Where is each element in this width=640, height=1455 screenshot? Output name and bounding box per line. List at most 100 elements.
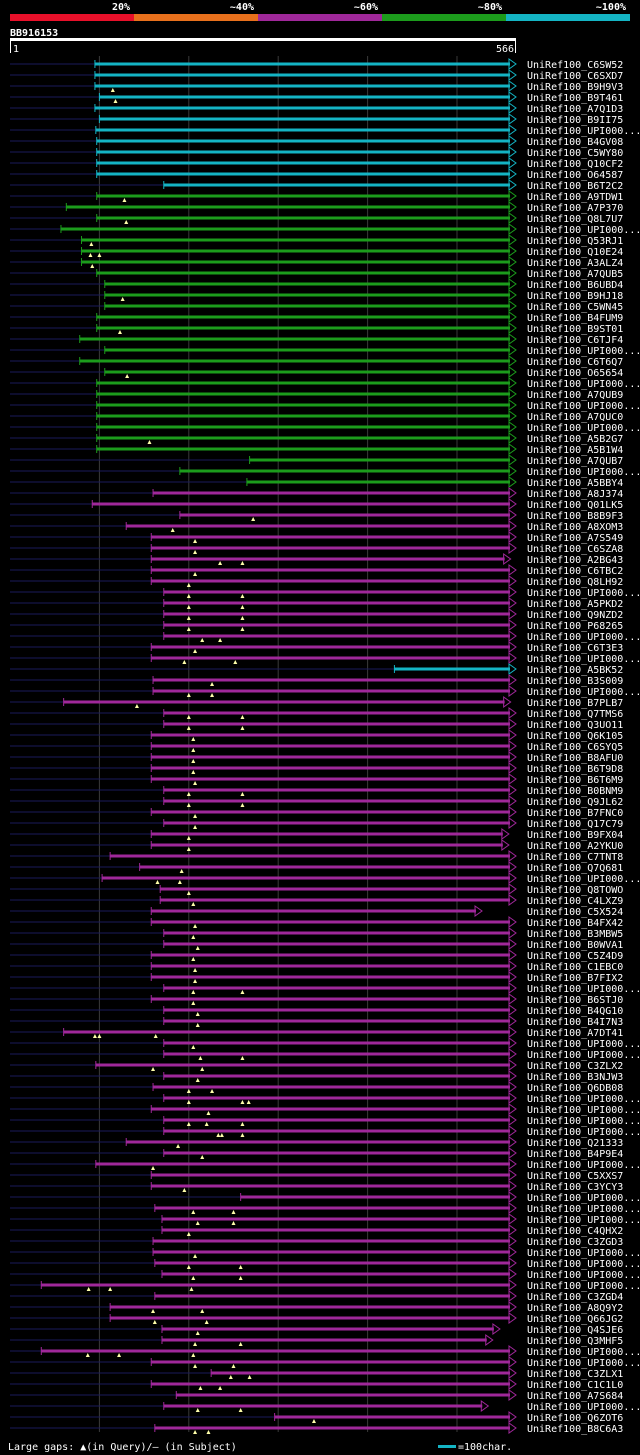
hit-row[interactable]: UniRef100_C1C1L0 (10, 1378, 623, 1391)
hit-row[interactable]: UniRef100_UPI000... (10, 1114, 640, 1127)
hit-row[interactable]: UniRef100_B6T6M9 (10, 773, 623, 786)
hit-label[interactable]: UniRef100_B9ST01 (527, 324, 623, 335)
hit-row[interactable]: UniRef100_A8XOM3 (10, 520, 623, 533)
hit-label[interactable]: UniRef100_UPI000... (527, 1270, 640, 1281)
hit-row[interactable]: UniRef100_B7FIX2 (10, 971, 623, 984)
hit-label[interactable]: UniRef100_A3ALZ4 (527, 258, 623, 269)
hit-label[interactable]: UniRef100_Q10CF2 (527, 159, 623, 170)
hit-row[interactable]: UniRef100_C3ZGD3 (10, 1235, 623, 1248)
hit-label[interactable]: UniRef100_B6T2C2 (527, 181, 623, 192)
hit-row[interactable]: UniRef100_B4P9E4 (10, 1147, 623, 1160)
hit-label[interactable]: UniRef100_Q01LK5 (527, 500, 623, 511)
hit-label[interactable]: UniRef100_B3NJW3 (527, 1072, 623, 1083)
hit-label[interactable]: UniRef100_UPI000... (527, 467, 640, 478)
hit-label[interactable]: UniRef100_C6SW52 (527, 60, 623, 71)
hit-row[interactable]: UniRef100_Q6DB08 (10, 1081, 623, 1094)
hit-label[interactable]: UniRef100_C5XXS7 (527, 1171, 623, 1182)
hit-row[interactable]: UniRef100_Q8L7U7 (10, 212, 623, 225)
hit-row[interactable]: UniRef100_A5PKD2 (10, 597, 623, 610)
hit-row[interactable]: UniRef100_Q9NZD2 (10, 608, 623, 621)
hit-row[interactable]: UniRef100_C6T3E3 (10, 641, 623, 654)
hit-row[interactable]: UniRef100_B9ST01 (10, 322, 623, 335)
hit-row[interactable]: UniRef100_UPI000... (10, 1125, 640, 1138)
hit-label[interactable]: UniRef100_UPI000... (527, 632, 640, 643)
hit-row[interactable]: UniRef100_UPI000... (10, 630, 640, 643)
hit-row[interactable]: UniRef100_UPI000... (10, 1191, 640, 1204)
hit-row[interactable]: UniRef100_B6T9D8 (10, 762, 623, 775)
hit-label[interactable]: UniRef100_UPI000... (527, 1248, 640, 1259)
hit-row[interactable]: UniRef100_B7FNC0 (10, 806, 623, 819)
hit-row[interactable]: UniRef100_A2YKU0 (10, 839, 623, 852)
hit-label[interactable]: UniRef100_B6T6M9 (527, 775, 623, 786)
hit-row[interactable]: UniRef100_C6SXD7 (10, 69, 623, 82)
hit-label[interactable]: UniRef100_Q6K105 (527, 731, 623, 742)
hit-label[interactable]: UniRef100_B3S009 (527, 676, 623, 687)
hit-label[interactable]: UniRef100_Q10E24 (527, 247, 623, 258)
hit-label[interactable]: UniRef100_A7S684 (527, 1391, 623, 1402)
hit-row[interactable]: UniRef100_C6TJF4 (10, 333, 623, 346)
hit-row[interactable]: UniRef100_C7TNT8 (10, 850, 623, 863)
hit-row[interactable]: UniRef100_UPI000... (10, 1048, 640, 1061)
hit-label[interactable]: UniRef100_B4QG10 (527, 1006, 623, 1017)
hit-row[interactable]: UniRef100_A5B2G7 (10, 432, 623, 445)
hit-row[interactable]: UniRef100_UPI000... (10, 1356, 640, 1369)
hit-label[interactable]: UniRef100_UPI000... (527, 1204, 640, 1215)
hit-label[interactable]: UniRef100_B0BNM9 (527, 786, 623, 797)
hit-label[interactable]: UniRef100_B4GV08 (527, 137, 623, 148)
hit-row[interactable]: UniRef100_UPI000... (10, 586, 640, 599)
hit-row[interactable]: UniRef100_UPI000... (10, 1400, 640, 1413)
hit-row[interactable]: UniRef100_B3S009 (10, 674, 623, 687)
hit-row[interactable]: UniRef100_B9HJ18 (10, 289, 623, 302)
hit-label[interactable]: UniRef100_UPI000... (527, 588, 640, 599)
hit-label[interactable]: UniRef100_C3ZLX2 (527, 1061, 623, 1072)
hit-label[interactable]: UniRef100_C6TJF4 (527, 335, 623, 346)
hit-label[interactable]: UniRef100_B6T9D8 (527, 764, 623, 775)
hit-row[interactable]: UniRef100_A7QUB9 (10, 388, 623, 401)
hit-row[interactable]: UniRef100_Q3UO11 (10, 718, 623, 731)
hit-label[interactable]: UniRef100_Q7TMS6 (527, 709, 623, 720)
hit-row[interactable]: UniRef100_C5Z4D9 (10, 949, 623, 962)
hit-label[interactable]: UniRef100_O65654 (527, 368, 623, 379)
hit-row[interactable]: UniRef100_UPI000... (10, 344, 640, 357)
hit-label[interactable]: UniRef100_C6SZA8 (527, 544, 623, 555)
hit-row[interactable]: UniRef100_A5BK52 (10, 663, 623, 676)
hit-label[interactable]: UniRef100_B3MBW5 (527, 929, 623, 940)
hit-label[interactable]: UniRef100_UPI000... (527, 1281, 640, 1292)
hit-row[interactable]: UniRef100_C3YCY3 (10, 1180, 623, 1193)
hit-row[interactable]: UniRef100_B0BNM9 (10, 784, 623, 797)
hit-label[interactable]: UniRef100_C1C1L0 (527, 1380, 623, 1391)
hit-row[interactable]: UniRef100_Q4SJE6 (10, 1323, 623, 1336)
hit-label[interactable]: UniRef100_B7PLB7 (527, 698, 623, 709)
hit-label[interactable]: UniRef100_O64587 (527, 170, 623, 181)
hit-label[interactable]: UniRef100_Q8L7U7 (527, 214, 623, 225)
hit-row[interactable]: UniRef100_Q53RJ1 (10, 234, 623, 247)
hit-label[interactable]: UniRef100_UPI000... (527, 1347, 640, 1358)
hit-row[interactable]: UniRef100_B3NJW3 (10, 1070, 623, 1083)
hit-row[interactable]: UniRef100_A2BG43 (10, 553, 623, 566)
hit-label[interactable]: UniRef100_Q9JL62 (527, 797, 623, 808)
hit-label[interactable]: UniRef100_UPI000... (527, 225, 640, 236)
hit-label[interactable]: UniRef100_A5B1W4 (527, 445, 623, 456)
hit-label[interactable]: UniRef100_A7QUC0 (527, 412, 623, 423)
hit-row[interactable]: UniRef100_C4LXZ9 (10, 894, 623, 907)
hit-label[interactable]: UniRef100_UPI000... (527, 1259, 640, 1270)
hit-row[interactable]: UniRef100_B4FUM9 (10, 311, 623, 324)
hit-row[interactable]: UniRef100_B4I7N3 (10, 1015, 623, 1028)
hit-row[interactable]: UniRef100_A7QUB7 (10, 454, 623, 467)
hit-label[interactable]: UniRef100_B9FX04 (527, 830, 623, 841)
hit-row[interactable]: UniRef100_O65654 (10, 366, 623, 379)
hit-row[interactable]: UniRef100_B0WVA1 (10, 938, 623, 951)
hit-row[interactable]: UniRef100_UPI000... (10, 685, 640, 698)
hit-label[interactable]: UniRef100_A2YKU0 (527, 841, 623, 852)
hit-label[interactable]: UniRef100_B9HJ18 (527, 291, 623, 302)
hit-row[interactable]: UniRef100_UPI000... (10, 1345, 640, 1358)
hit-label[interactable]: UniRef100_Q21333 (527, 1138, 623, 1149)
hit-label[interactable]: UniRef100_UPI000... (527, 1094, 640, 1105)
hit-label[interactable]: UniRef100_A7P370 (527, 203, 623, 214)
hit-label[interactable]: UniRef100_Q6ZOT6 (527, 1413, 623, 1424)
hit-row[interactable]: UniRef100_UPI000... (10, 1092, 640, 1105)
hit-label[interactable]: UniRef100_Q53RJ1 (527, 236, 623, 247)
hit-row[interactable]: UniRef100_Q3MHF5 (10, 1334, 623, 1347)
hit-label[interactable]: UniRef100_B7FNC0 (527, 808, 623, 819)
hit-row[interactable]: UniRef100_B6T2C2 (10, 179, 623, 192)
